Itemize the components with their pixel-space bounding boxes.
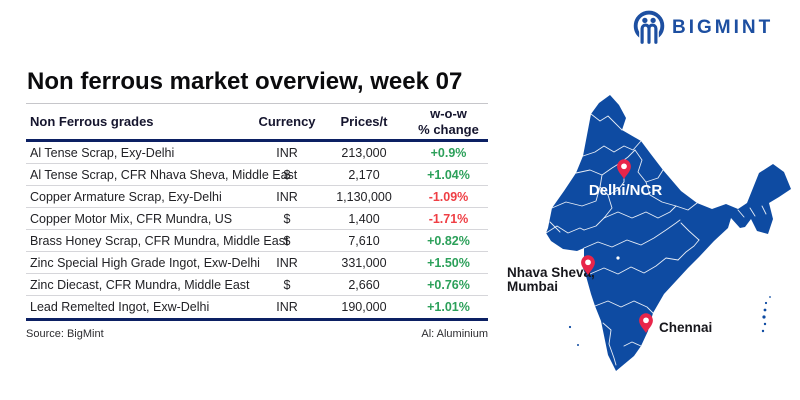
price-table: Non Ferrous grades Currency Prices/t w-o… [26, 103, 488, 340]
pin-label-chennai: Chennai [659, 320, 712, 335]
change-cell: +1.50% [427, 255, 470, 270]
change-cell: +0.9% [430, 145, 467, 160]
islands [568, 296, 771, 346]
source-note: Source: BigMint [26, 328, 104, 340]
price-cell: 190,000 [341, 300, 387, 314]
table-row: Copper Motor Mix, CFR Mundra, US $ 1,400… [26, 208, 488, 230]
table-row: Lead Remelted Ingot, Exw-Delhi INR 190,0… [26, 296, 488, 318]
table-footer: Source: BigMint Al: Aluminium [26, 321, 488, 340]
currency-cell: INR [276, 300, 298, 314]
price-cell: 7,610 [348, 233, 380, 248]
col-header-wow: w-o-w % change [409, 106, 488, 137]
price-cell: 1,400 [348, 211, 380, 226]
currency-cell: $ [283, 167, 291, 182]
table-row: Al Tense Scrap, Exy-Delhi INR 213,000 +0… [26, 142, 488, 164]
map-pin-chennai [639, 313, 653, 333]
table-row: Copper Armature Scrap, Exy-Delhi INR 1,1… [26, 186, 488, 208]
change-cell: +1.01% [427, 300, 470, 314]
grade-cell: Brass Honey Scrap, CFR Mundra, Middle Ea… [30, 233, 289, 248]
price-cell: 1,130,000 [336, 189, 392, 204]
grade-cell: Zinc Special High Grade Ingot, Exw-Delhi [30, 255, 260, 270]
currency-cell: INR [276, 189, 298, 204]
change-cell: +0.76% [427, 277, 470, 292]
india-map: Delhi/NCR Nhava Sheva, Mumbai Chennai [500, 60, 800, 400]
table-header-row: Non Ferrous grades Currency Prices/t w-o… [26, 103, 488, 142]
grade-cell: Lead Remelted Ingot, Exw-Delhi [30, 300, 210, 314]
grade-cell: Al Tense Scrap, Exy-Delhi [30, 145, 175, 160]
map-pin-nhava-sheva-mumbai [581, 255, 595, 275]
state-borders [545, 113, 767, 366]
table-body: Al Tense Scrap, Exy-Delhi INR 213,000 +0… [26, 142, 488, 321]
currency-cell: INR [276, 145, 298, 160]
change-cell: +1.04% [427, 167, 470, 182]
col-header-prices: Prices/t [340, 114, 388, 129]
currency-cell: $ [283, 233, 291, 248]
currency-cell: $ [283, 277, 291, 292]
grade-cell: Al Tense Scrap, CFR Nhava Sheva, Middle … [30, 167, 298, 182]
brand-name: BIGMINT [672, 17, 774, 38]
change-cell: -1.71% [428, 211, 469, 226]
price-cell: 331,000 [341, 255, 387, 270]
table-row: Al Tense Scrap, CFR Nhava Sheva, Middle … [26, 164, 488, 186]
grade-cell: Zinc Diecast, CFR Mundra, Middle East [30, 277, 250, 292]
pin-label-nhava-sheva: Nhava Sheva, [507, 265, 595, 280]
map-pin-delhi-ncr [617, 159, 631, 179]
pin-label-delhi: Delhi/NCR [589, 182, 663, 199]
wow-line2: % change [418, 121, 479, 137]
bigmint-monogram-icon [633, 10, 665, 46]
pin-label-mumbai: Mumbai [507, 279, 558, 294]
grade-cell: Copper Motor Mix, CFR Mundra, US [30, 211, 233, 226]
col-header-grades: Non Ferrous grades [30, 114, 154, 129]
col-header-currency: Currency [258, 114, 316, 129]
price-cell: 2,170 [348, 167, 380, 182]
city-dot [616, 256, 620, 260]
table-row: Zinc Special High Grade Ingot, Exw-Delhi… [26, 252, 488, 274]
currency-cell: $ [283, 211, 291, 226]
bigmint-logo: BIGMINT [631, 10, 773, 46]
footnote-note: Al: Aluminium [421, 328, 488, 340]
price-cell: 2,660 [348, 277, 380, 292]
table-row: Brass Honey Scrap, CFR Mundra, Middle Ea… [26, 230, 488, 252]
currency-cell: INR [276, 255, 298, 270]
change-cell: +0.82% [427, 233, 470, 248]
grade-cell: Copper Armature Scrap, Exy-Delhi [30, 189, 222, 204]
price-cell: 213,000 [341, 145, 387, 160]
change-cell: -1.09% [428, 189, 469, 204]
table-row: Zinc Diecast, CFR Mundra, Middle East $ … [26, 274, 488, 296]
wow-line1: w-o-w [430, 106, 467, 122]
india-outline [546, 95, 791, 371]
page-title: Non ferrous market overview, week 07 [27, 68, 463, 96]
